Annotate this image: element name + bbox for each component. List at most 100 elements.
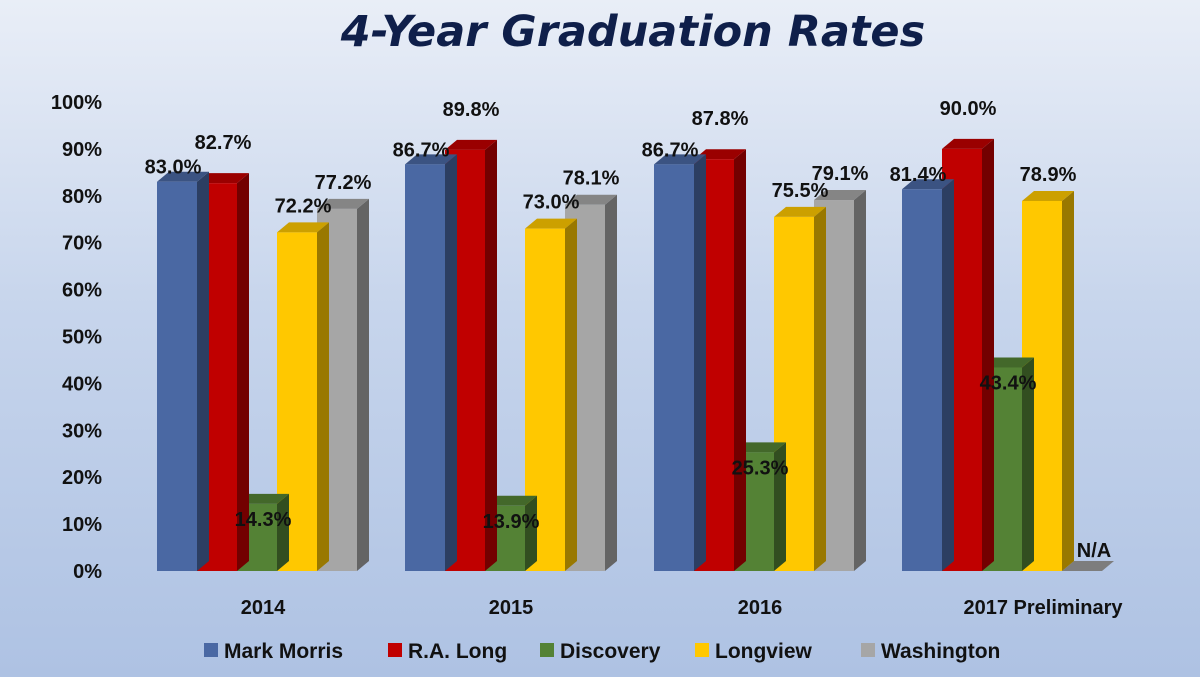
y-tick-label: 60% (62, 280, 102, 302)
bar-side (237, 173, 249, 571)
y-tick-label: 100% (51, 92, 102, 114)
bar-top (1022, 190, 1074, 201)
data-label: 89.8% (443, 99, 500, 121)
x-category-label: 2016 (738, 597, 783, 619)
bar (277, 222, 329, 571)
legend-label: Washington (881, 640, 1000, 663)
bar-front (157, 181, 197, 572)
bar-side (1022, 357, 1034, 571)
bar-top (902, 179, 954, 190)
value-labels: 83.0% 82.7% 14.3% 72.2%77.2% 86.7% 89.8% 13.9%… (145, 98, 1112, 562)
y-tick-label: 40% (62, 373, 102, 395)
bar-side (734, 149, 746, 571)
data-label: 83.0% (145, 157, 202, 179)
bar-top (405, 154, 457, 165)
data-label: 73.0% (523, 192, 580, 214)
bar-top (694, 149, 746, 160)
data-label: 86.7% (393, 139, 450, 161)
data-label: 75.5% (772, 180, 829, 202)
bar-top (942, 138, 994, 149)
bar-side (197, 171, 209, 572)
data-label: 72.2% (275, 195, 332, 217)
legend-label: R.A. Long (408, 640, 507, 663)
legend-item: Washington (861, 640, 1000, 663)
bars (157, 138, 1114, 572)
y-axis: 0% 10% 20% 30% 40% 50% 60% 70% 80% 90% 100% (51, 92, 102, 583)
bar-side (1062, 190, 1074, 572)
y-tick-label: 50% (62, 327, 102, 349)
data-label: 13.9% (483, 511, 540, 533)
x-category-label: 2014 (241, 597, 286, 619)
data-label: 90.0% (940, 98, 997, 120)
legend-item: R.A. Long (388, 640, 507, 663)
x-category-label: 2015 (489, 597, 534, 619)
bar-side (605, 194, 617, 571)
bar-top (734, 442, 786, 453)
data-label: 82.7% (195, 132, 252, 154)
y-tick-label: 90% (62, 139, 102, 161)
chart-title: 4-Year Graduation Rates (340, 7, 925, 57)
bar-side (277, 493, 289, 571)
legend-swatch (540, 643, 554, 657)
data-label: N/A (1077, 540, 1111, 562)
data-label: 87.8% (692, 108, 749, 130)
legend-label: Mark Morris (224, 640, 343, 663)
legend-swatch (861, 643, 875, 657)
legend-swatch (388, 643, 402, 657)
legend: Mark Morris R.A. Long Discovery Longview Was… (204, 640, 1000, 663)
bar-top (237, 493, 289, 504)
bar-side (485, 139, 497, 571)
y-tick-label: 0% (73, 561, 102, 583)
bar-side (357, 198, 369, 571)
data-label: 79.1% (812, 163, 869, 185)
data-label: 77.2% (315, 172, 372, 194)
y-tick-label: 10% (62, 514, 102, 536)
bar-top (814, 190, 866, 201)
legend-swatch (695, 643, 709, 657)
y-tick-label: 30% (62, 420, 102, 442)
bar-top (982, 357, 1034, 368)
bar-side (525, 495, 537, 571)
bar-top (197, 173, 249, 184)
bar-top (277, 222, 329, 233)
bar-side (942, 179, 954, 571)
legend-item: Discovery (540, 640, 661, 663)
bar-side (317, 222, 329, 571)
bar (654, 154, 706, 571)
data-label: 81.4% (890, 164, 947, 186)
x-axis: 2014 2015 2016 2017 Preliminary (241, 597, 1124, 619)
bar-top (485, 495, 537, 506)
data-label: 78.1% (563, 168, 620, 190)
legend-swatch (204, 643, 218, 657)
legend-item: Mark Morris (204, 640, 343, 663)
bar-front (902, 189, 942, 571)
bar-side (982, 138, 994, 571)
bar-front (654, 164, 694, 571)
bar (902, 179, 954, 571)
bar-top (565, 194, 617, 205)
bar (157, 171, 209, 572)
bar (405, 154, 457, 571)
bar-top (774, 206, 826, 217)
x-category-label: 2017 Preliminary (964, 597, 1124, 619)
y-tick-label: 20% (62, 467, 102, 489)
y-tick-label: 80% (62, 186, 102, 208)
bar-top (445, 139, 497, 150)
bar-top (317, 198, 369, 209)
bar-side (565, 218, 577, 571)
bar-side (774, 442, 786, 571)
bar-top (1062, 561, 1114, 571)
y-tick-label: 70% (62, 233, 102, 255)
bar-front (405, 164, 445, 571)
bar-top (654, 154, 706, 165)
legend-label: Longview (715, 640, 813, 663)
data-label: 25.3% (732, 457, 789, 479)
bar-side (694, 154, 706, 571)
bar-top (525, 218, 577, 229)
bar-side (445, 154, 457, 571)
data-label: 43.4% (980, 372, 1037, 394)
legend-label: Discovery (560, 640, 661, 663)
bar-side (814, 206, 826, 571)
data-label: 78.9% (1020, 164, 1077, 186)
